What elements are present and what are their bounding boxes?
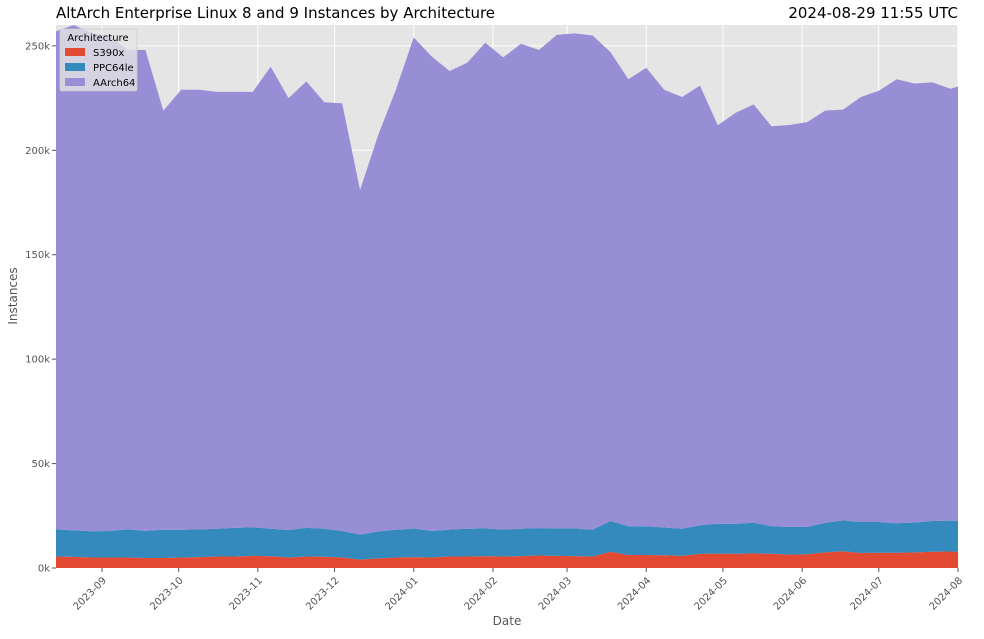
x-tick-label: 2024-02 [463,575,500,612]
legend-label-ppc64le: PPC64le [93,63,134,74]
legend-label-s390x: S390x [93,48,124,59]
legend-label-aarch64: AArch64 [93,78,135,89]
x-tick-label: 2023-10 [148,575,185,612]
y-tick-label: 50k [31,459,50,470]
x-tick-label: 2024-06 [772,575,809,612]
x-tick-label: 2023-11 [228,575,265,612]
x-tick-label: 2024-04 [616,575,653,612]
y-tick-label: 200k [25,146,50,157]
x-tick-label: 2024-07 [849,575,886,612]
x-tick-label: 2024-01 [383,575,420,612]
x-axis-label: Date [493,614,522,628]
legend-title: Architecture [67,33,128,44]
legend-swatch-s390x [65,48,85,56]
y-tick-label: 250k [25,41,50,52]
y-tick-label: 0k [38,564,50,575]
area-aarch64 [56,25,958,535]
x-tick-label: 2024-05 [693,575,730,612]
x-tick-label: 2024-08 [928,575,965,612]
y-tick-label: 100k [25,355,50,366]
area-ppc64le [56,520,958,560]
x-tick-label: 2023-12 [304,575,341,612]
legend-frame [59,28,138,92]
x-tick-label: 2024-03 [537,575,574,612]
area-s390x [56,551,958,568]
legend: Architecture S390x PPC64le AArch64 [59,28,138,92]
legend-items: S390x PPC64le AArch64 [65,48,135,89]
chart-title: AltArch Enterprise Linux 8 and 9 Instanc… [56,4,495,22]
chart-timestamp: 2024-08-29 11:55 UTC [788,4,958,22]
legend-swatch-ppc64le [65,63,85,71]
legend-swatch-aarch64 [65,78,85,86]
x-tick-label: 2023-09 [72,575,109,612]
y-axis-label: Instances [6,267,20,324]
y-tick-label: 150k [25,250,50,261]
area-layer [56,25,958,568]
